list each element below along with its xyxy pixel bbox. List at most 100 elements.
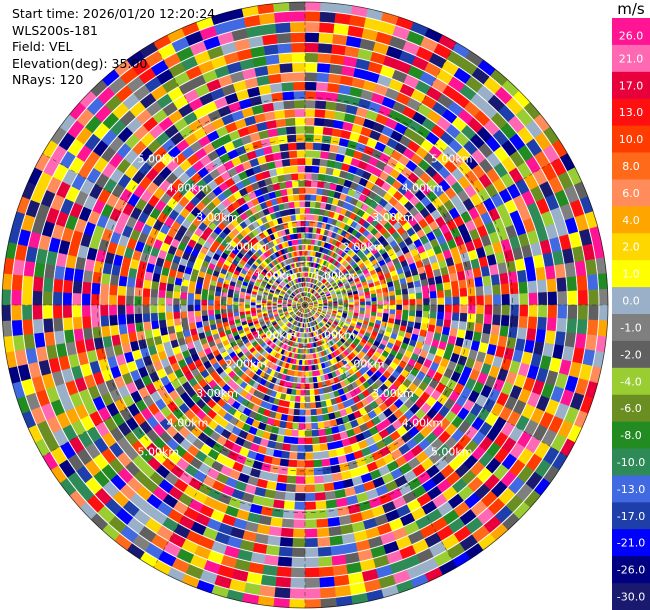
- velocity-gate: [436, 283, 444, 292]
- velocity-gate: [309, 214, 315, 221]
- velocity-gate: [173, 284, 182, 293]
- velocity-gate: [208, 309, 215, 316]
- velocity-gate: [32, 304, 43, 320]
- velocity-gate: [102, 262, 113, 275]
- velocity-gate: [151, 320, 160, 330]
- velocity-gate: [395, 309, 402, 316]
- velocity-gate: [280, 72, 294, 83]
- velocity-gate: [348, 299, 354, 303]
- velocity-gate: [276, 474, 288, 483]
- velocity-gate: [388, 290, 395, 297]
- velocity-gate: [299, 208, 306, 214]
- velocity-gate: [13, 258, 25, 276]
- velocity-gate: [500, 283, 510, 295]
- velocity-gate: [11, 304, 22, 321]
- velocity-gate: [458, 321, 467, 331]
- velocity-gate: [353, 483, 366, 495]
- velocity-gate: [75, 256, 87, 271]
- velocity-gate: [288, 599, 306, 609]
- velocity-gate: [518, 281, 528, 294]
- velocity-gate: [408, 293, 416, 300]
- velocity-gate: [360, 304, 365, 309]
- velocity-gate: [293, 402, 301, 409]
- velocity-gate: [194, 299, 201, 306]
- velocity-gate: [312, 444, 321, 452]
- velocity-gate: [263, 554, 279, 566]
- velocity-gate: [135, 321, 144, 332]
- velocity-gate: [173, 317, 182, 326]
- velocity-gate: [309, 208, 316, 215]
- velocity-gate: [334, 111, 346, 121]
- velocity-gate: [304, 547, 319, 557]
- velocity-gate: [56, 252, 68, 268]
- velocity-gate: [351, 475, 364, 486]
- velocity-gate: [208, 299, 214, 306]
- velocity-gate: [315, 91, 328, 101]
- velocity-gate: [173, 291, 181, 299]
- velocity-gate: [290, 165, 299, 174]
- velocity-gate: [318, 436, 327, 444]
- velocity-gate: [271, 144, 281, 154]
- velocity-gate: [36, 345, 48, 362]
- velocity-gate: [232, 80, 248, 93]
- velocity-gate: [349, 86, 363, 98]
- velocity-gate: [327, 152, 338, 161]
- velocity-gate: [326, 92, 339, 102]
- velocity-gate: [188, 316, 196, 324]
- velocity-gate: [423, 298, 430, 306]
- velocity-gate: [321, 407, 329, 415]
- velocity-gate: [142, 312, 151, 323]
- velocity-gate: [310, 180, 319, 188]
- velocity-gate: [437, 304, 445, 313]
- velocity-gate: [252, 542, 268, 554]
- velocity-gate: [304, 444, 313, 452]
- velocity-gate: [330, 464, 341, 474]
- velocity-gate: [566, 276, 577, 292]
- velocity-gate: [280, 450, 290, 459]
- velocity-gate: [109, 294, 118, 306]
- velocity-gate: [285, 181, 293, 189]
- velocity-gate: [376, 292, 383, 298]
- velocity-gate: [294, 492, 306, 501]
- velocity-gate: [244, 521, 259, 533]
- velocity-gate: [365, 304, 371, 309]
- velocity-gate: [414, 316, 422, 324]
- velocity-gate: [304, 173, 313, 180]
- velocity-gate: [492, 241, 503, 255]
- velocity-gate: [289, 444, 298, 452]
- velocity-gate: [304, 577, 321, 588]
- velocity-gate: [311, 173, 319, 181]
- velocity-gate: [256, 523, 271, 535]
- velocity-gate: [526, 268, 537, 282]
- velocity-gate: [62, 304, 72, 318]
- velocity-gate: [258, 130, 270, 140]
- velocity-gate: [118, 323, 128, 335]
- velocity-gate: [512, 247, 524, 261]
- elevation-text: Elevation(deg): 35.00: [12, 55, 148, 71]
- velocity-gate: [304, 194, 311, 201]
- velocity-gate: [462, 260, 472, 272]
- velocity-gate: [535, 266, 546, 281]
- velocity-gate: [506, 336, 517, 350]
- velocity-gate: [310, 187, 318, 195]
- velocity-gate: [288, 201, 295, 209]
- velocity-gate: [304, 468, 315, 476]
- velocity-gate: [527, 316, 538, 330]
- velocity-gate: [245, 304, 250, 309]
- velocity-gate: [564, 332, 576, 348]
- velocity-gate: [458, 279, 467, 289]
- velocity-gate: [150, 296, 158, 306]
- velocity-gate: [311, 370, 317, 377]
- velocity-gate: [126, 295, 134, 306]
- velocity-gate: [214, 300, 221, 306]
- velocity-gate: [247, 86, 261, 98]
- velocity-gate: [402, 304, 409, 311]
- velocity-gate: [22, 289, 33, 306]
- velocity-gate: [290, 436, 299, 445]
- velocity-gate: [304, 180, 312, 187]
- velocity-gate: [389, 304, 396, 310]
- velocity-gate: [228, 17, 247, 32]
- velocity-gate: [416, 304, 423, 312]
- velocity-gate: [423, 304, 430, 312]
- velocity-gate: [472, 331, 482, 343]
